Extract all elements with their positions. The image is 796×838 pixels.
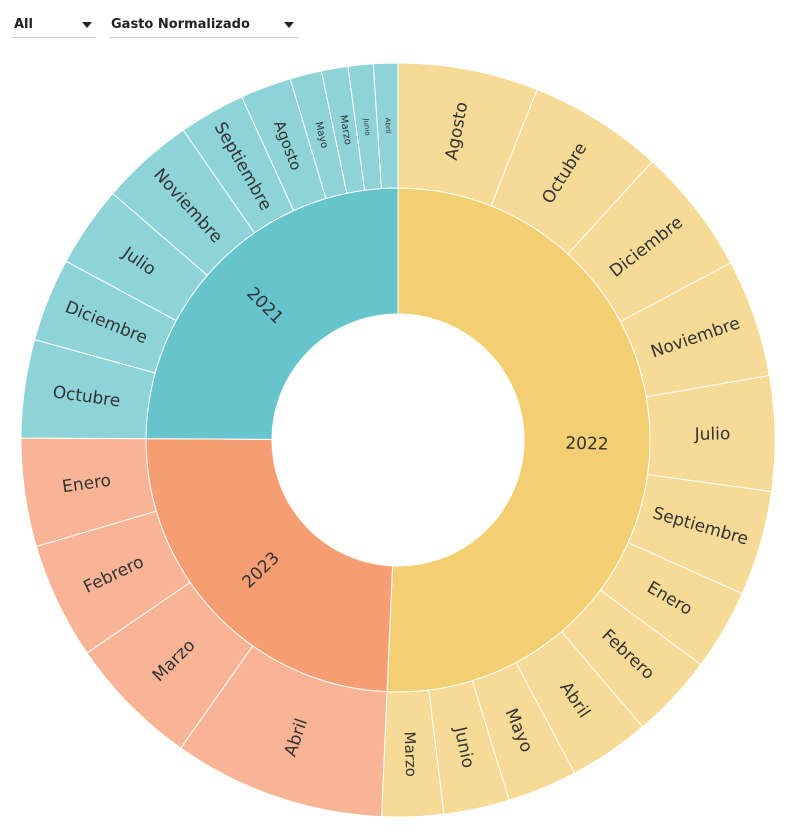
month-label-2022-julio: Julio <box>693 424 730 445</box>
month-label-2022-marzo: Marzo <box>400 731 420 777</box>
caret-down-icon <box>284 22 294 28</box>
month-label-2021-abril: Abril <box>383 118 392 134</box>
caret-down-icon <box>82 22 92 28</box>
year-label-2022: 2022 <box>565 434 609 455</box>
year-filter-dropdown[interactable]: All <box>12 14 96 38</box>
year-filter-value: All <box>14 17 33 32</box>
metric-filter-dropdown[interactable]: Gasto Normalizado <box>109 14 298 38</box>
metric-filter-value: Gasto Normalizado <box>111 17 250 32</box>
month-label-2021-junio: Junio <box>362 117 372 136</box>
month-segment-2021-abril[interactable] <box>372 62 399 190</box>
month-label-2021-marzo: Marzo <box>337 114 353 146</box>
